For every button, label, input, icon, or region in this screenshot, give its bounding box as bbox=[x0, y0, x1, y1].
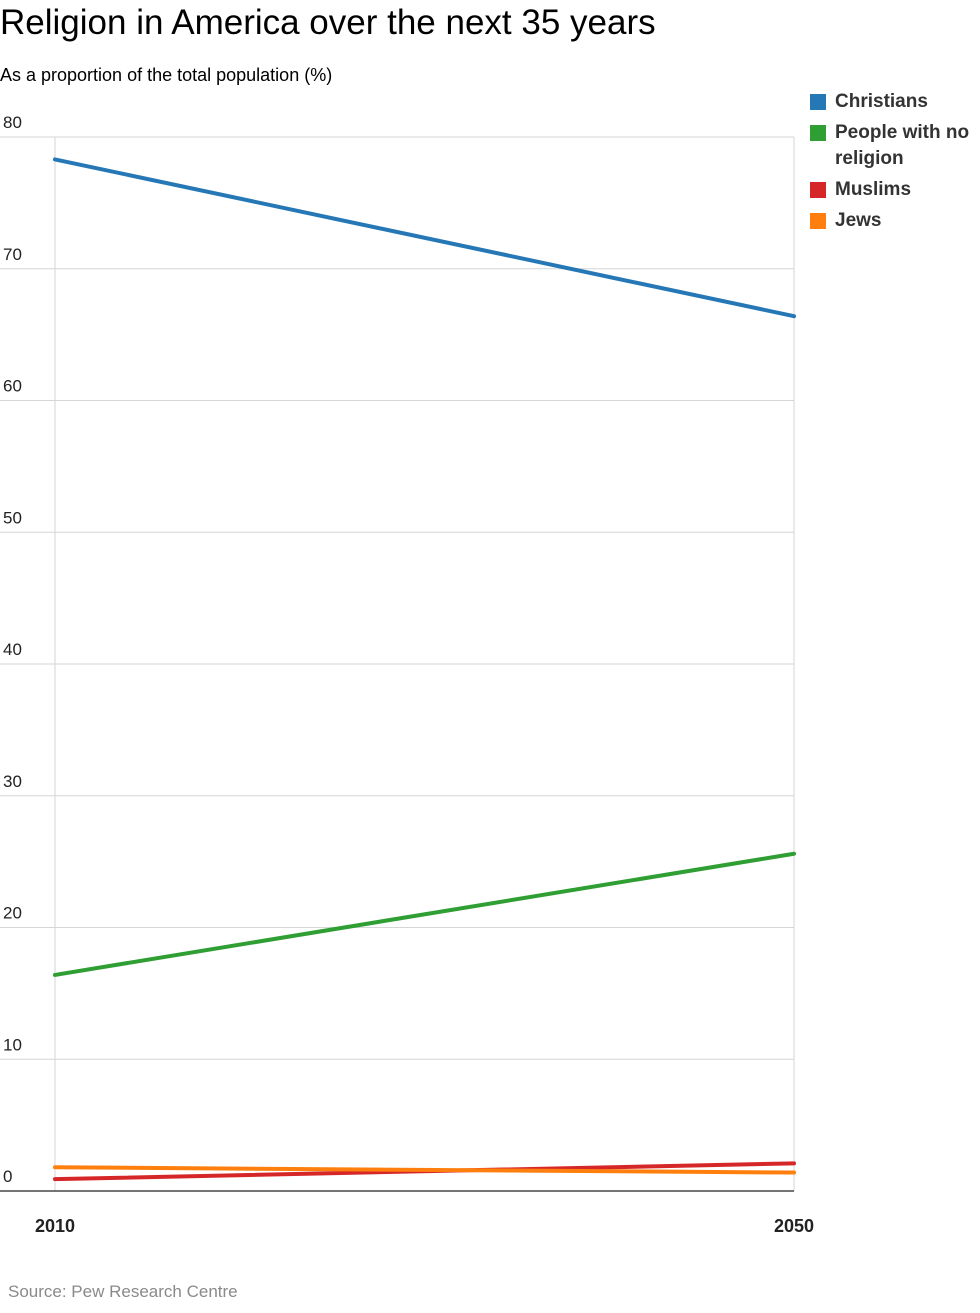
y-tick-label-60: 60 bbox=[3, 377, 22, 396]
legend-item: Muslims bbox=[810, 177, 975, 203]
chart-legend: Christians People with no religion Muslims… bbox=[810, 89, 975, 239]
y-tick-label-80: 80 bbox=[3, 113, 22, 132]
legend-label: Christians bbox=[835, 91, 928, 112]
x-tick-label-2050: 2050 bbox=[774, 1216, 814, 1236]
legend-swatch bbox=[810, 182, 826, 198]
series-line-christians bbox=[53, 157, 796, 319]
legend-label: People with no religion bbox=[835, 122, 970, 169]
legend-swatch bbox=[810, 213, 826, 229]
y-tick-label-20: 20 bbox=[3, 904, 22, 923]
y-tick-label-10: 10 bbox=[3, 1035, 22, 1054]
legend-label: Jews bbox=[835, 210, 882, 231]
y-tick-label-50: 50 bbox=[3, 508, 22, 527]
x-tick-label-2010: 2010 bbox=[35, 1216, 75, 1236]
chart-title: Religion in America over the next 35 yea… bbox=[0, 3, 656, 42]
legend-label: Muslims bbox=[835, 179, 912, 200]
series-line-jews bbox=[53, 1165, 796, 1175]
legend-item: Christians bbox=[810, 89, 975, 115]
y-tick-label-0: 0 bbox=[3, 1167, 12, 1186]
y-tick-label-30: 30 bbox=[3, 772, 22, 791]
series-line-people-with-no-religion bbox=[53, 851, 796, 977]
y-tick-label-40: 40 bbox=[3, 640, 22, 659]
legend-swatch bbox=[810, 94, 826, 110]
legend-swatch bbox=[810, 125, 826, 141]
legend-item: People with no religion bbox=[810, 120, 975, 172]
chart-subtitle: As a proportion of the total population … bbox=[0, 65, 333, 85]
source-note: Source: Pew Research Centre bbox=[8, 1282, 238, 1301]
y-tick-label-70: 70 bbox=[3, 245, 22, 264]
legend-item: Jews bbox=[810, 208, 975, 234]
